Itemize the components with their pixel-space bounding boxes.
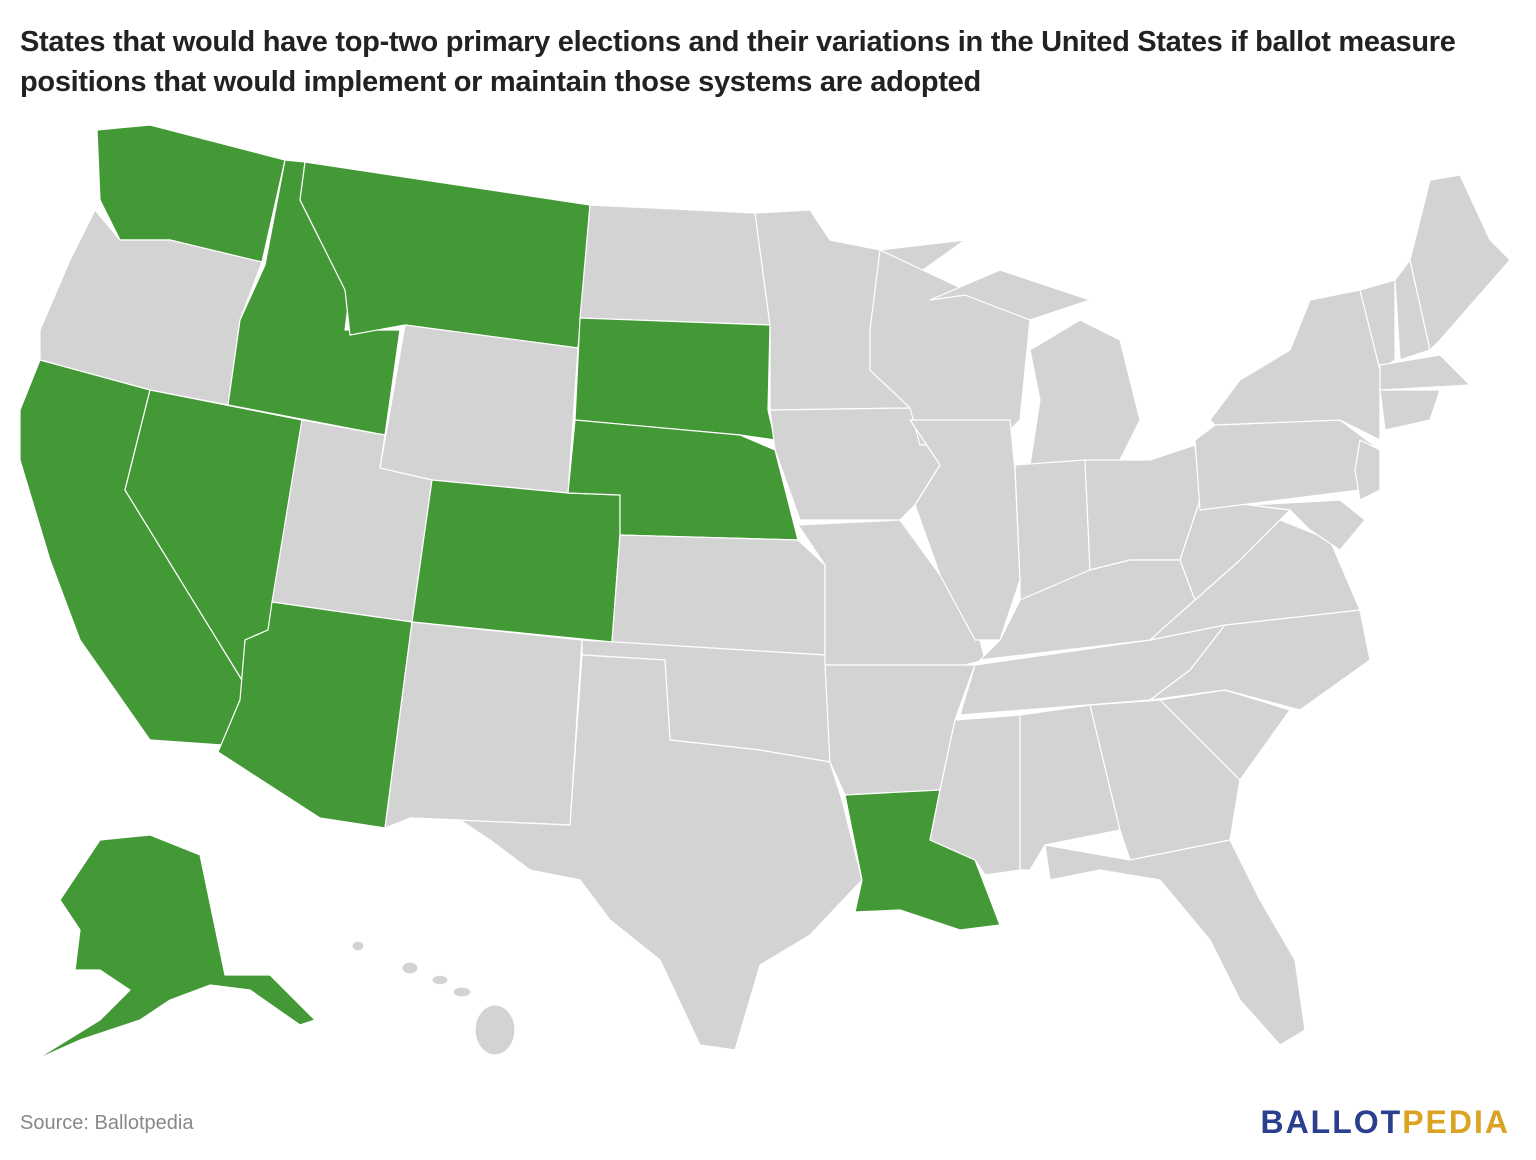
- highlighted-state: [34, 834, 316, 1061]
- state: [1044, 839, 1306, 1046]
- state: [384, 621, 583, 829]
- state: [474, 1004, 516, 1056]
- state: [1379, 389, 1441, 431]
- highlighted-state: [574, 317, 776, 441]
- state: [1194, 419, 1381, 511]
- state: [1149, 609, 1371, 711]
- logo-left: BALLOT: [1260, 1104, 1403, 1140]
- state: [909, 419, 1021, 641]
- state: [1029, 319, 1141, 466]
- state: [929, 269, 1091, 321]
- state: [351, 940, 365, 952]
- source-note: Source: Ballotpedia: [20, 1112, 194, 1134]
- state: [401, 961, 419, 975]
- logo: BALLOTPEDIA: [1260, 1104, 1510, 1141]
- state: [1354, 439, 1381, 501]
- state: [1359, 279, 1396, 371]
- state: [431, 974, 449, 986]
- state: [452, 986, 472, 998]
- state: [379, 324, 579, 494]
- map: [19, 124, 1511, 1061]
- state: [409, 654, 863, 1051]
- logo-right: PEDIA: [1402, 1104, 1510, 1140]
- highlighted-state: [411, 479, 621, 643]
- map-title: States that would have top-two primary e…: [20, 26, 1456, 98]
- state: [1379, 354, 1471, 391]
- state: [1209, 289, 1381, 441]
- state: [611, 534, 826, 656]
- state: [1249, 499, 1366, 551]
- state: [579, 204, 771, 326]
- state: [1409, 174, 1511, 351]
